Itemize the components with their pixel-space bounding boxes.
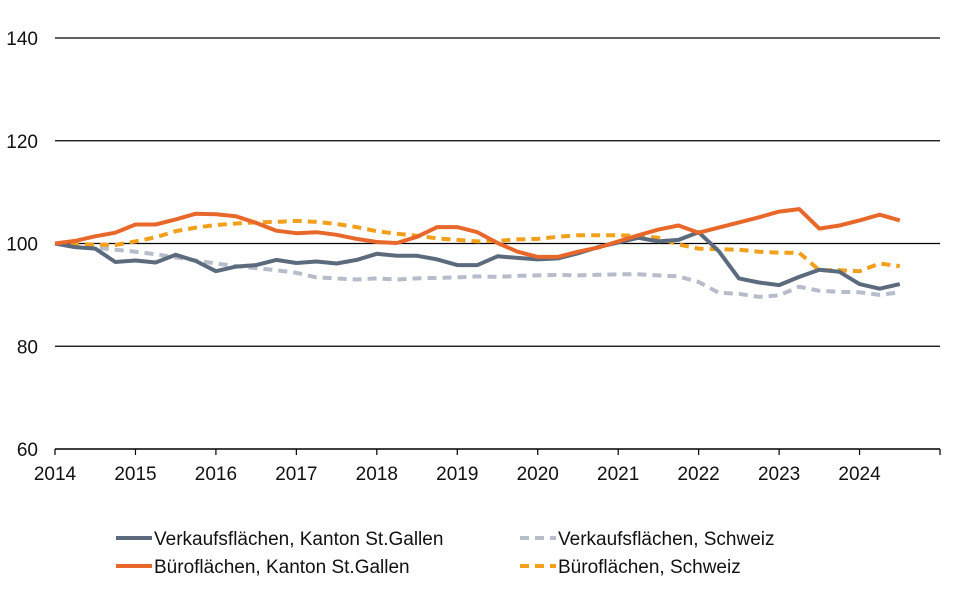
series-line-4 — [54, 218, 901, 274]
x-tick-label: 2023 — [758, 464, 800, 485]
legend-label: Verkaufsflächen, Schweiz — [558, 529, 775, 550]
series-line-1 — [54, 230, 901, 291]
y-tick-label: 120 — [6, 132, 38, 153]
legend: Verkaufsflächen, Kanton St.Gallen Verkauf… — [116, 529, 775, 578]
y-tick-label: 100 — [6, 235, 38, 256]
series-line-3 — [54, 207, 901, 259]
x-tick-label: 2017 — [275, 464, 317, 485]
x-tick-label: 2019 — [436, 464, 478, 485]
x-tick-label: 2024 — [838, 464, 881, 485]
data-series — [54, 207, 901, 299]
y-tick-label: 80 — [17, 337, 38, 358]
legend-label: Verkaufsflächen, Kanton St.Gallen — [154, 529, 443, 550]
y-axis-tick-labels: 60 80 100 120 140 — [6, 29, 38, 461]
x-tick-label: 2022 — [677, 464, 719, 485]
x-tick-label: 2021 — [597, 464, 639, 485]
x-tick-label: 2015 — [114, 464, 156, 485]
y-tick-label: 140 — [6, 29, 38, 50]
x-tick-label: 2016 — [195, 464, 237, 485]
legend-label: Büroflächen, Schweiz — [558, 557, 741, 578]
x-tick-label: 2020 — [517, 464, 559, 485]
y-tick-label: 60 — [17, 440, 38, 461]
x-tick-label: 2018 — [356, 464, 398, 485]
x-tick-label: 2014 — [34, 464, 77, 485]
legend-label: Büroflächen, Kanton St.Gallen — [154, 557, 410, 578]
gridlines — [55, 37, 940, 347]
x-axis-tick-labels: 2014 2015 2016 2017 2018 2019 2020 2021 2022 2023… — [34, 449, 941, 485]
